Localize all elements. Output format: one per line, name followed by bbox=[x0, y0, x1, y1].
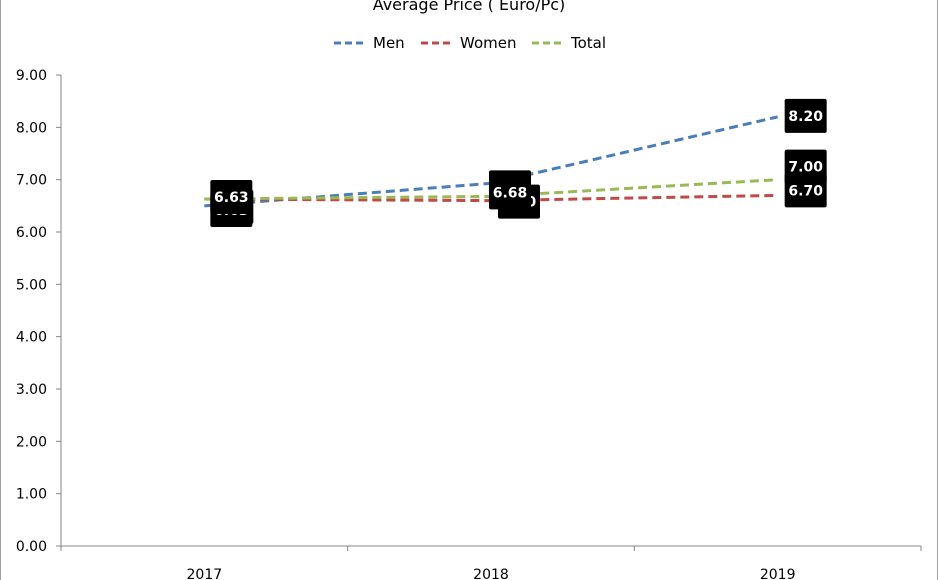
legend: Men Women Total bbox=[334, 34, 606, 52]
data-label-box bbox=[489, 175, 531, 210]
x-tick-label: 2019 bbox=[760, 567, 796, 580]
x-tick-label: 2018 bbox=[473, 567, 509, 580]
data-label-text: 6.63 bbox=[214, 190, 249, 206]
data-label-total: 7.00 bbox=[784, 149, 827, 184]
legend-label: Women bbox=[460, 34, 516, 52]
data-label-total: 6.68 bbox=[489, 175, 531, 210]
y-tick-label: 9.00 bbox=[16, 68, 47, 84]
data-label-box bbox=[784, 98, 827, 133]
data-label-text: 6.68 bbox=[493, 185, 528, 201]
data-labels: 6.506.938.206.636.606.706.636.687.00 bbox=[210, 98, 827, 228]
y-tick-label: 5.00 bbox=[16, 277, 47, 293]
x-tick-label: 2017 bbox=[187, 567, 223, 580]
data-label-men: 8.20 bbox=[784, 98, 827, 133]
chart-title: Average Price ( Euro/Pc) bbox=[373, 0, 566, 14]
y-tick-label: 7.00 bbox=[16, 173, 47, 189]
axes: 0.00 1.00 2.00 3.00 4.00 5.00 6.00 7.00 8.00 9.00… bbox=[16, 68, 922, 580]
legend-item-total: Total bbox=[532, 34, 606, 52]
data-label-box bbox=[210, 180, 253, 215]
legend-label: Total bbox=[570, 34, 606, 52]
data-label-text: 8.20 bbox=[788, 109, 823, 125]
y-tick-label: 4.00 bbox=[16, 330, 47, 346]
y-tick-label: 1.00 bbox=[16, 487, 47, 503]
data-label-text: 7.00 bbox=[788, 160, 823, 176]
y-tick-label: 2.00 bbox=[16, 434, 47, 450]
y-tick-label: 8.00 bbox=[16, 120, 47, 136]
legend-item-women: Women bbox=[421, 34, 516, 52]
y-tick-label: 6.00 bbox=[16, 225, 47, 241]
y-tick-label: 3.00 bbox=[16, 382, 47, 398]
legend-item-men: Men bbox=[334, 34, 405, 52]
y-tick-label: 0.00 bbox=[16, 539, 47, 555]
data-label-text: 6.70 bbox=[788, 183, 823, 199]
data-label-box bbox=[784, 149, 827, 184]
legend-label: Men bbox=[373, 34, 405, 52]
data-label-total: 6.63 bbox=[210, 180, 253, 215]
